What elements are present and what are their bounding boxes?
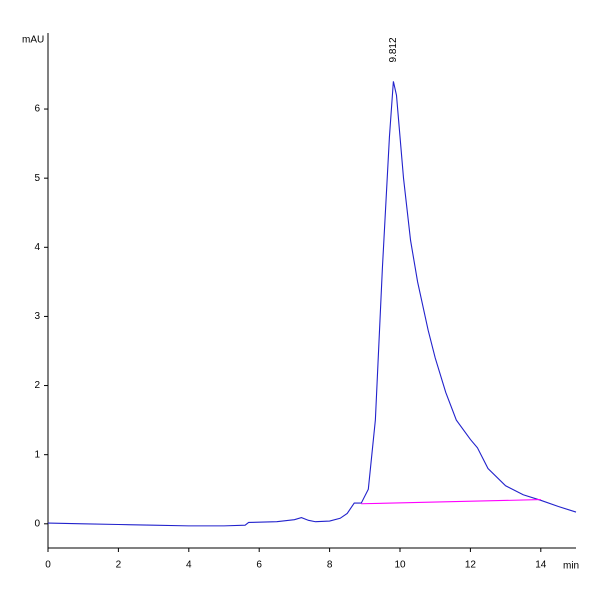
y-tick-label: 5 [34,173,40,184]
y-tick-label: 4 [34,242,40,253]
peak-label: 9.812 [388,37,399,62]
x-tick-label: 8 [327,560,333,571]
x-tick-label: 6 [256,560,262,571]
y-tick-label: 2 [34,380,40,391]
y-axis-label: mAU [22,35,44,46]
y-tick-label: 0 [34,518,40,529]
x-tick-label: 0 [45,560,51,571]
y-tick-label: 3 [34,311,40,322]
x-tick-label: 2 [116,560,122,571]
x-axis-label: min [563,561,579,572]
x-tick-label: 10 [394,560,406,571]
baseline-line [361,499,541,505]
y-tick-label: 1 [34,449,40,460]
x-tick-label: 4 [186,560,192,571]
y-tick-label: 6 [34,104,40,115]
x-tick-label: 12 [465,560,477,571]
chromatogram-line [47,81,577,527]
x-tick-label: 14 [535,560,547,571]
